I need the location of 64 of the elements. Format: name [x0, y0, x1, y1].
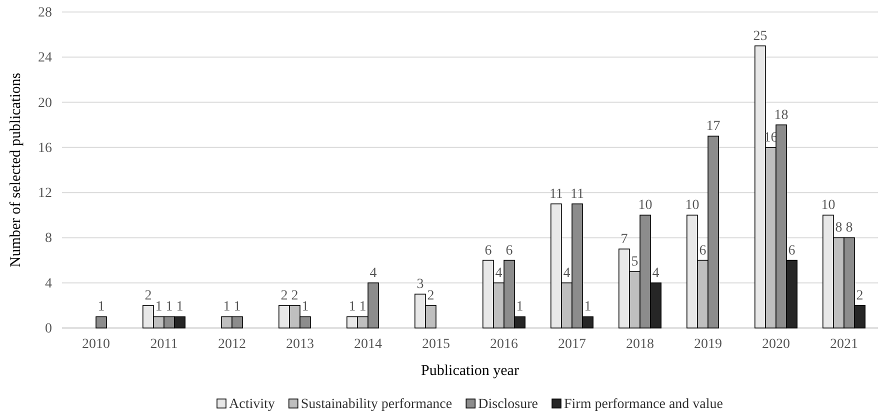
data-label: 2: [280, 288, 288, 304]
data-label: 6: [788, 243, 796, 258]
data-label: 2: [144, 288, 152, 304]
x-tick-label: 2010: [82, 336, 110, 352]
x-tick-label: 2015: [422, 336, 450, 352]
y-tick-label: 4: [45, 276, 52, 292]
legend-label: Firm performance and value: [564, 397, 724, 412]
data-label: 1: [516, 300, 524, 315]
y-tick-label: 16: [38, 140, 52, 156]
data-label: 1: [359, 300, 366, 315]
bar: [96, 316, 107, 328]
data-label: 1: [155, 300, 162, 315]
data-label: 6: [484, 243, 492, 258]
data-label: 1: [584, 300, 592, 315]
data-label: 6: [506, 243, 513, 258]
data-label: 4: [370, 266, 377, 281]
y-tick-label: 8: [45, 231, 52, 246]
legend-label: Sustainability performance: [300, 397, 452, 412]
y-tick-label: 28: [38, 5, 52, 20]
x-tick-label: 2019: [694, 336, 722, 352]
data-label: 17: [706, 119, 720, 134]
x-tick-label: 2016: [490, 336, 518, 352]
data-label: 4: [563, 266, 570, 281]
data-label: 18: [774, 108, 788, 123]
data-label: 25: [753, 28, 768, 44]
data-label: 4: [495, 266, 502, 281]
y-tick-label: 12: [38, 186, 52, 202]
y-tick-label: 0: [45, 321, 52, 336]
data-label: 1: [234, 300, 241, 315]
data-label: 10: [638, 198, 652, 214]
data-label: 1: [348, 300, 356, 315]
x-tick-label: 2011: [150, 336, 178, 352]
data-label: 2: [291, 288, 298, 304]
legend-label: Activity: [228, 397, 275, 412]
data-label: 1: [166, 300, 173, 315]
data-label: 4: [652, 266, 660, 281]
data-label: 7: [620, 232, 628, 247]
data-label: 11: [570, 186, 584, 202]
x-tick-label: 2014: [354, 336, 382, 352]
x-tick-label: 2021: [830, 336, 858, 352]
y-tick-label: 24: [38, 50, 52, 66]
data-label: 5: [631, 254, 638, 270]
data-label: 1: [223, 300, 230, 315]
y-axis-title: Number of selected publications: [8, 72, 24, 268]
data-label: 6: [699, 243, 706, 258]
x-tick-label: 2013: [286, 336, 314, 352]
x-tick-label: 2017: [558, 336, 586, 352]
x-tick-label: 2020: [762, 336, 790, 352]
data-label: 10: [821, 198, 836, 214]
data-label: 1: [98, 300, 105, 315]
data-label: 8: [846, 220, 853, 236]
y-tick-label: 20: [38, 96, 52, 111]
data-label: 1: [176, 300, 184, 315]
x-tick-label: 2012: [218, 336, 246, 352]
data-label: 10: [685, 198, 700, 214]
legend-label: Disclosure: [478, 397, 538, 412]
data-label: 1: [302, 300, 309, 315]
data-label: 3: [416, 277, 424, 292]
data-label: 2: [856, 288, 864, 304]
data-label: 11: [549, 186, 563, 202]
data-label: 8: [835, 220, 842, 236]
x-axis-title: Publication year: [421, 363, 519, 379]
data-label: 2: [427, 288, 434, 304]
x-tick-label: 2018: [626, 336, 654, 352]
